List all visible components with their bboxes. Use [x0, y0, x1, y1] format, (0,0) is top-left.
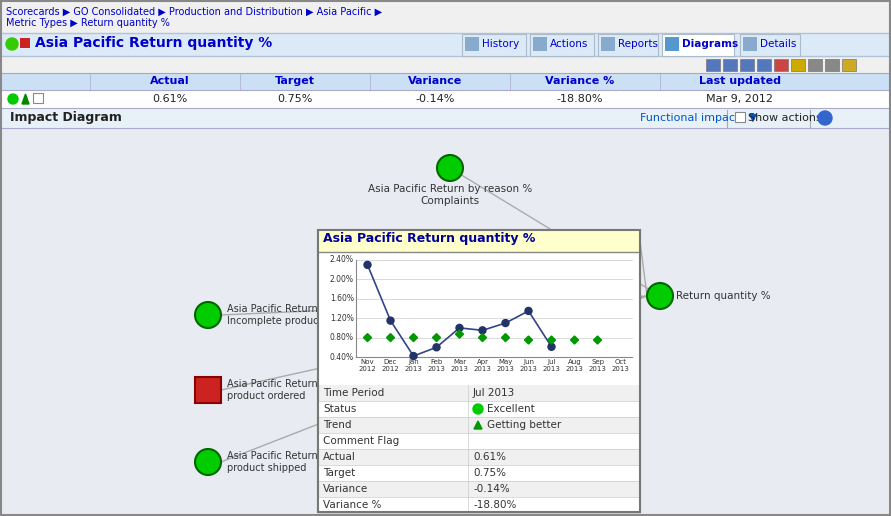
FancyBboxPatch shape	[740, 59, 754, 71]
Circle shape	[479, 327, 486, 334]
Circle shape	[195, 449, 221, 475]
Text: Scorecards ▶ GO Consolidated ▶ Production and Distribution ▶ Asia Pacific ▶: Scorecards ▶ GO Consolidated ▶ Productio…	[6, 7, 382, 17]
Text: 0.40%: 0.40%	[330, 352, 354, 362]
Text: Target: Target	[275, 76, 315, 86]
FancyBboxPatch shape	[791, 59, 805, 71]
Text: -18.80%: -18.80%	[557, 94, 603, 104]
Text: Feb: Feb	[430, 359, 443, 365]
Text: May: May	[498, 359, 512, 365]
Polygon shape	[387, 334, 395, 342]
FancyBboxPatch shape	[465, 37, 479, 51]
Text: Jul 2013: Jul 2013	[473, 388, 515, 398]
Text: 2013: 2013	[589, 366, 607, 372]
Text: 2012: 2012	[381, 366, 399, 372]
Text: Jun: Jun	[523, 359, 534, 365]
FancyBboxPatch shape	[665, 37, 679, 51]
Circle shape	[647, 283, 673, 309]
Text: Dec: Dec	[384, 359, 397, 365]
Text: Return quantity %: Return quantity %	[676, 291, 771, 301]
Text: Details: Details	[760, 39, 797, 49]
Text: Variance: Variance	[408, 76, 462, 86]
FancyBboxPatch shape	[662, 34, 734, 56]
Text: Jul: Jul	[547, 359, 556, 365]
Text: 2013: 2013	[543, 366, 560, 372]
Text: Trend: Trend	[323, 420, 352, 430]
Text: Variance %: Variance %	[545, 76, 615, 86]
FancyBboxPatch shape	[598, 34, 658, 56]
Text: Show actions: Show actions	[748, 113, 822, 123]
Text: Nov: Nov	[361, 359, 374, 365]
Text: 2013: 2013	[496, 366, 514, 372]
Text: Asia Pacific Return by reason %
Complaints: Asia Pacific Return by reason % Complain…	[368, 184, 532, 205]
FancyBboxPatch shape	[774, 59, 788, 71]
Text: Functional impacts ▼: Functional impacts ▼	[640, 113, 757, 123]
Text: History: History	[482, 39, 519, 49]
FancyBboxPatch shape	[1, 73, 890, 90]
Polygon shape	[364, 334, 372, 342]
Text: 2013: 2013	[473, 366, 492, 372]
Circle shape	[473, 404, 483, 414]
Polygon shape	[593, 336, 601, 344]
Text: Last updated: Last updated	[699, 76, 781, 86]
Polygon shape	[525, 336, 533, 344]
Circle shape	[437, 155, 463, 181]
Polygon shape	[410, 334, 418, 342]
FancyBboxPatch shape	[318, 230, 640, 252]
Text: 0.80%: 0.80%	[330, 333, 354, 342]
Polygon shape	[474, 421, 482, 429]
FancyBboxPatch shape	[743, 37, 757, 51]
FancyBboxPatch shape	[318, 433, 640, 449]
Text: 2013: 2013	[566, 366, 584, 372]
FancyBboxPatch shape	[195, 377, 221, 403]
FancyBboxPatch shape	[1, 90, 890, 108]
Text: Jan: Jan	[408, 359, 419, 365]
FancyBboxPatch shape	[825, 59, 839, 71]
FancyBboxPatch shape	[1, 1, 890, 34]
Text: Status: Status	[323, 404, 356, 414]
FancyBboxPatch shape	[740, 34, 800, 56]
Text: Mar 9, 2012: Mar 9, 2012	[707, 94, 773, 104]
Circle shape	[502, 319, 509, 327]
FancyBboxPatch shape	[1, 108, 890, 128]
Circle shape	[548, 343, 555, 350]
Text: Variance %: Variance %	[323, 500, 381, 510]
Text: Actions: Actions	[550, 39, 588, 49]
Text: -0.14%: -0.14%	[473, 484, 510, 494]
FancyBboxPatch shape	[318, 252, 640, 385]
Circle shape	[8, 94, 18, 104]
Text: 2.40%: 2.40%	[330, 255, 354, 265]
Circle shape	[410, 352, 417, 360]
Circle shape	[387, 317, 394, 324]
Text: 2013: 2013	[405, 366, 422, 372]
FancyBboxPatch shape	[723, 59, 737, 71]
Text: 2013: 2013	[519, 366, 537, 372]
Polygon shape	[432, 334, 440, 342]
Text: Aug: Aug	[568, 359, 581, 365]
FancyBboxPatch shape	[842, 59, 856, 71]
FancyBboxPatch shape	[757, 59, 771, 71]
FancyBboxPatch shape	[1, 33, 890, 56]
Circle shape	[195, 302, 221, 328]
Text: Comment Flag: Comment Flag	[323, 436, 399, 446]
Text: Diagrams: Diagrams	[682, 39, 738, 49]
Polygon shape	[478, 334, 486, 342]
Text: Asia Pacific Return by reason % W
product shipped: Asia Pacific Return by reason % W produc…	[227, 451, 394, 473]
Text: 0.75%: 0.75%	[473, 468, 506, 478]
Text: Apr: Apr	[477, 359, 488, 365]
Polygon shape	[502, 334, 510, 342]
Text: 1.60%: 1.60%	[330, 294, 354, 303]
Text: Time Period: Time Period	[323, 388, 384, 398]
Circle shape	[364, 261, 371, 268]
Text: 0.61%: 0.61%	[152, 94, 188, 104]
FancyBboxPatch shape	[33, 93, 43, 103]
Text: Actual: Actual	[323, 452, 356, 462]
FancyBboxPatch shape	[1, 56, 890, 73]
FancyBboxPatch shape	[318, 401, 640, 417]
FancyBboxPatch shape	[318, 497, 640, 513]
Polygon shape	[22, 94, 29, 104]
Text: Reports: Reports	[618, 39, 658, 49]
Polygon shape	[570, 336, 578, 344]
Circle shape	[6, 38, 18, 50]
Text: -0.14%: -0.14%	[415, 94, 454, 104]
